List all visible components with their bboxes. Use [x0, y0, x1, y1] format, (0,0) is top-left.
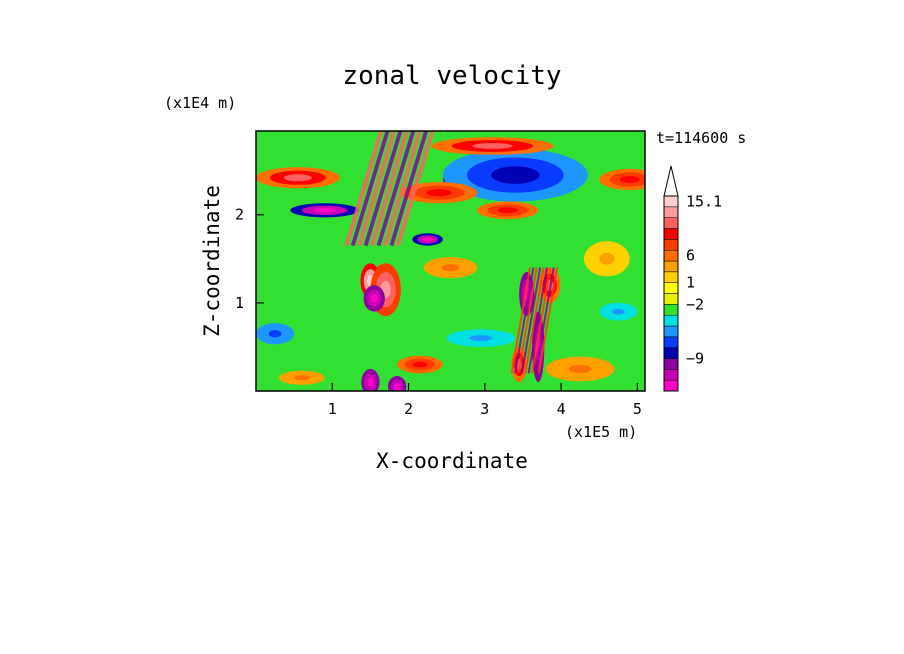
- colorbar-swatch: [663, 304, 679, 316]
- colorbar-swatch: [663, 260, 679, 273]
- velocity-contour: [367, 377, 374, 387]
- wave-band: [344, 131, 383, 247]
- y-axis-title: Z-coordinate: [200, 185, 224, 337]
- wave-band: [389, 131, 429, 247]
- colorbar-swatch: [663, 325, 679, 338]
- colorbar-swatch: [663, 271, 679, 283]
- velocity-contour: [472, 143, 513, 149]
- wave-band: [531, 267, 552, 374]
- wave-band: [376, 131, 416, 247]
- wave-band: [510, 267, 531, 374]
- wave-band: [363, 131, 403, 247]
- velocity-contour: [469, 335, 493, 342]
- x-tick-label: 3: [480, 400, 489, 418]
- colorbar-label: 1: [686, 274, 695, 292]
- colorbar-swatch: [663, 293, 679, 305]
- wave-band: [537, 267, 559, 374]
- y-axis: 12: [235, 206, 264, 312]
- colorbar-swatch: [663, 314, 679, 327]
- wave-band: [514, 267, 535, 374]
- plot-frame: [255, 130, 646, 392]
- colorbar-swatch: [663, 249, 679, 262]
- x-unit-label: (x1E5 m): [565, 423, 637, 441]
- velocity-contour: [568, 364, 592, 374]
- velocity-contour: [313, 207, 337, 213]
- colorbar-swatch: [663, 195, 679, 208]
- colorbar-swatch: [663, 282, 679, 294]
- velocity-contour: [422, 237, 433, 242]
- colorbar-swatch: [663, 206, 679, 218]
- wave-band: [357, 131, 396, 247]
- velocity-field: [256, 131, 645, 391]
- velocity-contour: [412, 361, 428, 368]
- wave-band: [517, 267, 538, 374]
- colorbar-swatch: [663, 358, 679, 370]
- colorbar-label: −9: [686, 350, 704, 368]
- velocity-contour: [441, 264, 460, 272]
- wave-band: [383, 131, 422, 247]
- chart-title: zonal velocity: [342, 61, 561, 91]
- y-tick-label: 2: [235, 206, 244, 224]
- velocity-contour: [599, 252, 615, 265]
- y-unit-label: (x1E4 m): [164, 94, 236, 112]
- wave-band: [534, 267, 555, 374]
- colorbar-swatch: [663, 228, 679, 240]
- colorbar-swatch: [663, 379, 679, 392]
- wave-band: [520, 267, 542, 374]
- x-tick-label: 2: [404, 400, 413, 418]
- velocity-contour: [491, 166, 540, 184]
- velocity-contour: [611, 308, 625, 315]
- colorbar-swatch: [663, 369, 679, 381]
- y-tick-label: 1: [235, 294, 244, 312]
- x-axis-title: X-coordinate: [376, 449, 528, 473]
- velocity-contour: [283, 174, 312, 182]
- x-tick-label: 1: [328, 400, 337, 418]
- wave-band: [396, 131, 435, 247]
- velocity-contour: [370, 294, 378, 303]
- wave-band: [370, 131, 409, 247]
- x-axis: 1 2 3 4 5: [328, 383, 642, 418]
- colorbar-swatch: [663, 217, 679, 229]
- colorbar: 15.1 6 1 −2 −9: [663, 165, 722, 392]
- velocity-contour: [294, 375, 310, 381]
- colorbar-label: 6: [686, 247, 695, 265]
- colorbar-frame: [663, 195, 679, 392]
- velocity-contour: [268, 330, 282, 338]
- wave-band: [350, 131, 390, 247]
- wave-band: [524, 267, 545, 374]
- colorbar-swatch: [663, 336, 679, 348]
- wave-band: [527, 267, 548, 374]
- velocity-contour: [394, 383, 401, 391]
- x-tick-label: 5: [633, 400, 642, 418]
- colorbar-label: 15.1: [686, 192, 722, 210]
- colorbar-swatch: [663, 239, 679, 251]
- time-label: t=114600 s: [656, 129, 746, 147]
- x-tick-label: 4: [557, 400, 566, 418]
- velocity-contour: [497, 207, 518, 214]
- velocity-contour: [619, 175, 640, 183]
- colorbar-extend-arrow: [663, 165, 679, 197]
- colorbar-swatch: [663, 347, 679, 359]
- colorbar-label: −2: [686, 295, 704, 313]
- plot-area: [255, 130, 646, 392]
- velocity-contour: [426, 189, 452, 197]
